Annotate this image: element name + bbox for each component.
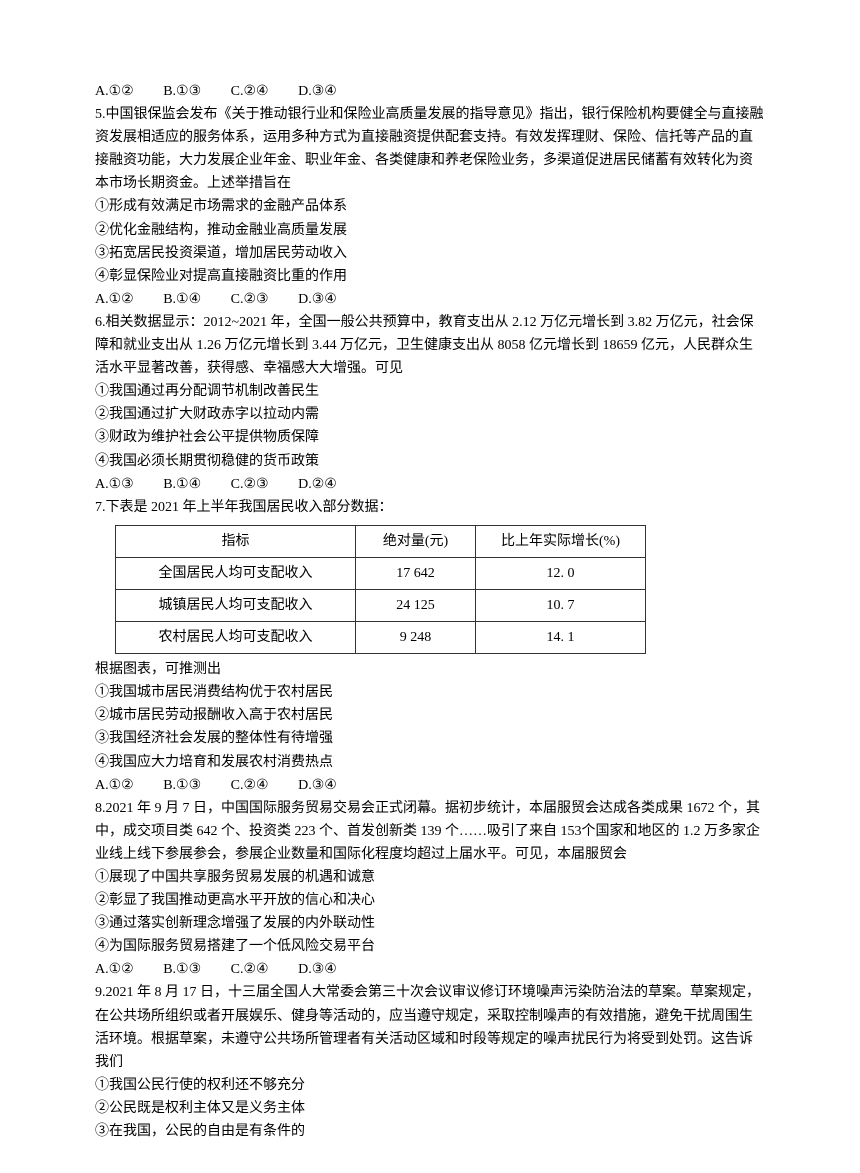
q7-opt-a: A.①②: [95, 778, 134, 793]
q8-options: A.①② B.①③ C.②④ D.③④: [95, 958, 765, 981]
q8-state1: ①展现了中国共享服务贸易发展的机遇和诚意: [95, 866, 765, 889]
cell: 全国居民人均可支配收入: [116, 557, 356, 589]
q7-opt-c: C.②④: [231, 778, 269, 793]
q7-state3: ③我国经济社会发展的整体性有待增强: [95, 727, 765, 750]
q9-state2: ②公民既是权利主体又是义务主体: [95, 1097, 765, 1120]
q6-state4: ④我国必须长期贯彻稳健的货币政策: [95, 450, 765, 473]
q6-state3: ③财政为维护社会公平提供物质保障: [95, 426, 765, 449]
cell: 城镇居民人均可支配收入: [116, 589, 356, 621]
q6-options: A.①③ B.①④ C.②③ D.②④: [95, 473, 765, 496]
q7-opt-d: D.③④: [298, 778, 337, 793]
q7-stem: 7.下表是 2021 年上半年我国居民收入部分数据：: [95, 496, 765, 519]
q6-opt-b: B.①④: [163, 477, 201, 492]
q6-opt-d: D.②④: [298, 477, 337, 492]
cell: 14. 1: [476, 622, 646, 654]
q8-opt-b: B.①③: [163, 962, 201, 977]
th-absolute: 绝对量(元): [356, 525, 476, 557]
cell: 12. 0: [476, 557, 646, 589]
q5-state1: ①形成有效满足市场需求的金融产品体系: [95, 195, 765, 218]
cell: 农村居民人均可支配收入: [116, 622, 356, 654]
q4-opt-a: A.①②: [95, 84, 134, 99]
cell: 17 642: [356, 557, 476, 589]
q6-stem: 6.相关数据显示：2012~2021 年，全国一般公共预算中，教育支出从 2.1…: [95, 311, 765, 380]
q4-opt-d: D.③④: [298, 84, 337, 99]
q7-state4: ④我国应大力培育和发展农村消费热点: [95, 751, 765, 774]
q9-stem: 9.2021 年 8 月 17 日，十三届全国人大常委会第三十次会议审议修订环境…: [95, 981, 765, 1073]
q8-state3: ③通过落实创新理念增强了发展的内外联动性: [95, 912, 765, 935]
table-header-row: 指标 绝对量(元) 比上年实际增长(%): [116, 525, 646, 557]
q7-state1: ①我国城市居民消费结构优于农村居民: [95, 681, 765, 704]
q6-opt-c: C.②③: [231, 477, 269, 492]
q7-options: A.①② B.①③ C.②④ D.③④: [95, 774, 765, 797]
q8-state4: ④为国际服务贸易搭建了一个低风险交易平台: [95, 935, 765, 958]
q8-opt-c: C.②④: [231, 962, 269, 977]
q6-opt-a: A.①③: [95, 477, 134, 492]
table-row: 农村居民人均可支配收入 9 248 14. 1: [116, 622, 646, 654]
table-row: 全国居民人均可支配收入 17 642 12. 0: [116, 557, 646, 589]
q4-options: A.①② B.①③ C.②④ D.③④: [95, 80, 765, 103]
q7-post: 根据图表，可推测出: [95, 658, 765, 681]
q5-state4: ④彰显保险业对提高直接融资比重的作用: [95, 265, 765, 288]
q4-opt-b: B.①③: [163, 84, 201, 99]
q6-state1: ①我国通过再分配调节机制改善民生: [95, 380, 765, 403]
q7-opt-b: B.①③: [163, 778, 201, 793]
q7-state2: ②城市居民劳动报酬收入高于农村居民: [95, 704, 765, 727]
cell: 24 125: [356, 589, 476, 621]
q9-state3: ③在我国，公民的自由是有条件的: [95, 1120, 765, 1143]
q5-opt-a: A.①②: [95, 292, 134, 307]
cell: 10. 7: [476, 589, 646, 621]
q5-options: A.①② B.①④ C.②③ D.③④: [95, 288, 765, 311]
q4-opt-c: C.②④: [231, 84, 269, 99]
q6-state2: ②我国通过扩大财政赤字以拉动内需: [95, 403, 765, 426]
th-indicator: 指标: [116, 525, 356, 557]
q5-state3: ③拓宽居民投资渠道，增加居民劳动收入: [95, 242, 765, 265]
q5-opt-c: C.②③: [231, 292, 269, 307]
th-growth: 比上年实际增长(%): [476, 525, 646, 557]
table-row: 城镇居民人均可支配收入 24 125 10. 7: [116, 589, 646, 621]
cell: 9 248: [356, 622, 476, 654]
q8-state2: ②彰显了我国推动更高水平开放的信心和决心: [95, 889, 765, 912]
q7-table: 指标 绝对量(元) 比上年实际增长(%) 全国居民人均可支配收入 17 642 …: [115, 525, 646, 654]
q5-stem: 5.中国银保监会发布《关于推动银行业和保险业高质量发展的指导意见》指出，银行保险…: [95, 103, 765, 195]
q5-state2: ②优化金融结构，推动金融业高质量发展: [95, 219, 765, 242]
q9-state1: ①我国公民行使的权利还不够充分: [95, 1074, 765, 1097]
q5-opt-d: D.③④: [298, 292, 337, 307]
q8-stem: 8.2021 年 9 月 7 日，中国国际服务贸易交易会正式闭幕。据初步统计，本…: [95, 797, 765, 866]
q5-opt-b: B.①④: [163, 292, 201, 307]
q8-opt-d: D.③④: [298, 962, 337, 977]
q8-opt-a: A.①②: [95, 962, 134, 977]
